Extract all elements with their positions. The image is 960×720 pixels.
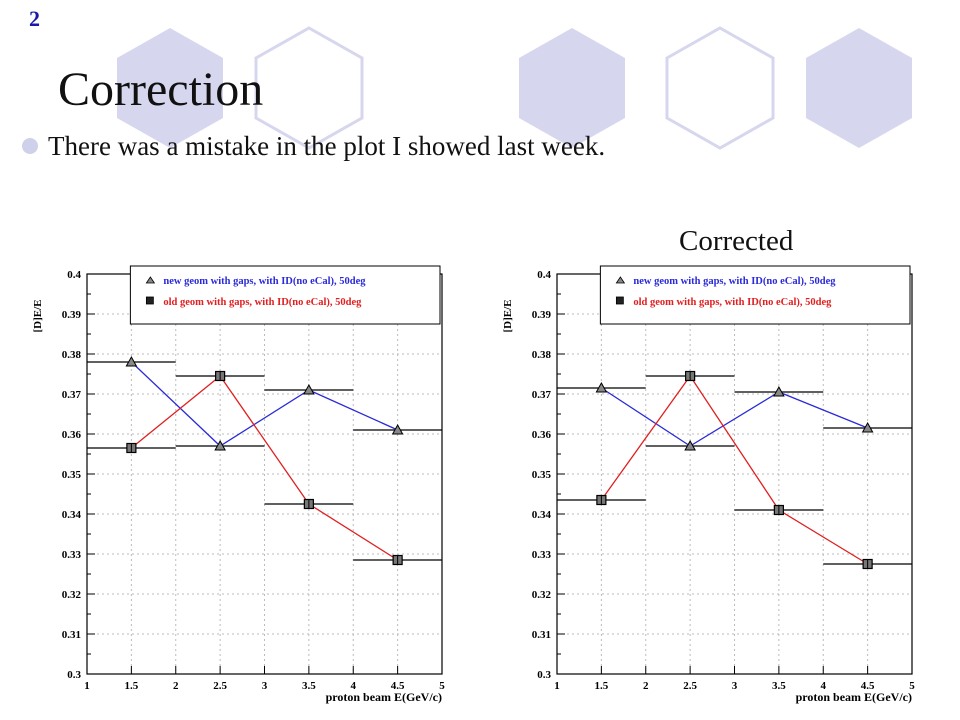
y-tick-label: 0.34 (532, 509, 552, 521)
x-tick-label: 1 (84, 680, 90, 692)
series-line-1 (600, 374, 868, 565)
x-tick-label: 1 (554, 680, 560, 692)
x-tick-label: 3.5 (772, 680, 786, 692)
hexagon-filled-5 (806, 28, 912, 148)
legend-square-icon (145, 296, 154, 305)
x-tick-label: 3 (732, 680, 738, 692)
x-tick-label: 1.5 (125, 680, 139, 692)
triangle-marker (303, 383, 315, 395)
hexagon-filled-1 (117, 28, 223, 148)
x-tick-label: 5 (439, 680, 445, 692)
y-tick-label: 0.36 (532, 429, 552, 441)
y-tick-label: 0.3 (537, 669, 551, 681)
y-tick-label: 0.3 (67, 669, 81, 681)
x-tick-label: 2.5 (683, 680, 697, 692)
y-tick-label: 0.4 (537, 269, 551, 281)
y-tick-label: 0.37 (532, 389, 552, 401)
triangle-marker (214, 439, 226, 451)
legend-box (129, 265, 441, 325)
bullet-icon (22, 138, 38, 154)
y-tick-label: 0.38 (532, 349, 552, 361)
chart-original-svg: 0.3 0.31 0.32 0.33 0.34 0.35 0.36 0.37 0.38 0.39 0… (32, 265, 445, 704)
series-line-1 (130, 375, 398, 561)
triangle-marker (391, 423, 404, 435)
y-tick-label: 0.39 (62, 309, 82, 321)
y-tick-label: 0.31 (62, 629, 81, 641)
legend-triangle-icon (145, 276, 156, 284)
x-tick-label: 4 (821, 680, 827, 692)
y-tick-label: 0.4 (67, 269, 81, 281)
y-tick-label: 0.38 (62, 349, 82, 361)
corrected-caption: Corrected (679, 225, 794, 257)
x-tick-label: 3.5 (302, 680, 316, 692)
x-axis-label: proton beam E(GeV/c) (326, 690, 442, 704)
legend-label: new geom with gaps, with ID(no eCal), 50… (633, 276, 836, 287)
x-tick-label: 3 (262, 680, 268, 692)
y-tick-label: 0.39 (532, 309, 552, 321)
x-tick-label: 4 (351, 680, 357, 692)
legend-label: old geom with gaps, with ID(no eCal), 50… (163, 297, 362, 308)
legend-square-icon (615, 296, 624, 305)
legend-box (599, 265, 911, 325)
y-tick-label: 0.31 (532, 629, 551, 641)
y-tick-label: 0.35 (532, 469, 552, 481)
y-tick-label: 0.32 (532, 589, 552, 601)
triangle-marker (125, 355, 138, 367)
x-tick-label: 4.5 (391, 680, 405, 692)
y-tick-label: 0.32 (62, 589, 82, 601)
chart-corrected: 0.3 0.31 0.32 0.33 0.34 0.35 0.36 0.37 0.38 0.39 0… (500, 256, 920, 711)
chart-corrected-svg: 0.3 0.31 0.32 0.33 0.34 0.35 0.36 0.37 0.38 0.39 0… (502, 265, 915, 704)
legend-label: old geom with gaps, with ID(no eCal), 50… (633, 297, 832, 308)
x-axis-label: proton beam E(GeV/c) (796, 690, 912, 704)
slide-number: 2 (29, 6, 40, 31)
hexagon-outline-2 (254, 26, 364, 150)
triangle-marker (595, 381, 608, 393)
y-tick-label: 0.34 (62, 509, 82, 521)
hexagon-outline-4 (665, 26, 775, 150)
y-tick-label: 0.33 (532, 549, 552, 561)
y-tick-label: 0.37 (62, 389, 82, 401)
y-tick-label: 0.33 (62, 549, 82, 561)
legend-label: new geom with gaps, with ID(no eCal), 50… (163, 276, 366, 287)
triangle-marker (684, 439, 696, 451)
series-line-0 (130, 361, 398, 447)
triangle-marker (773, 385, 785, 397)
x-tick-label: 2 (643, 680, 649, 692)
bullet-text: There was a mistake in the plot I showed… (48, 131, 606, 161)
x-tick-label: 1.5 (595, 680, 609, 692)
y-tick-label: 0.36 (62, 429, 82, 441)
triangle-marker (861, 421, 874, 433)
legend-triangle-icon (615, 276, 626, 284)
x-tick-label: 4.5 (861, 680, 875, 692)
hexagon-filled-3 (519, 28, 625, 148)
series-line-0 (601, 387, 868, 447)
x-tick-label: 2 (173, 680, 179, 692)
y-axis-label: [D]E/E (32, 300, 44, 333)
x-tick-label: 5 (909, 680, 915, 692)
x-tick-label: 2.5 (213, 680, 227, 692)
y-axis-label: [D]E/E (502, 300, 514, 333)
chart-original: 0.3 0.31 0.32 0.33 0.34 0.35 0.36 0.37 0.38 0.39 0… (30, 256, 450, 711)
y-tick-label: 0.35 (62, 469, 82, 481)
slide-title: Correction (58, 63, 264, 116)
